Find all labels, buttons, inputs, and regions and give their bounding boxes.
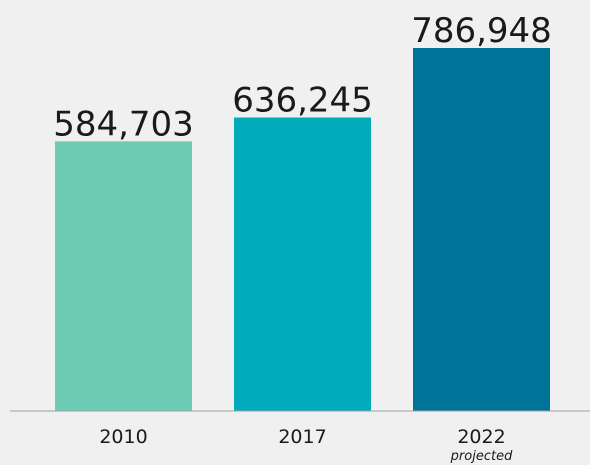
bar-2022 <box>413 48 550 411</box>
value-label-2017: 636,245 <box>232 81 373 121</box>
value-label-2010: 584,703 <box>53 104 194 144</box>
bar-2017 <box>234 117 371 412</box>
bars-layer <box>55 48 550 412</box>
x-tick-label-2017: 2017 <box>278 426 326 448</box>
bar-2010 <box>55 141 192 411</box>
x-tick-label-2022: 2022 <box>457 426 505 448</box>
value-label-2022: 786,948 <box>411 11 552 51</box>
x-tick-label-2010: 2010 <box>99 426 147 448</box>
x-tick-note-2022: projected <box>450 449 513 464</box>
value-labels-layer: 584,703 636,245 786,948 <box>53 11 552 144</box>
